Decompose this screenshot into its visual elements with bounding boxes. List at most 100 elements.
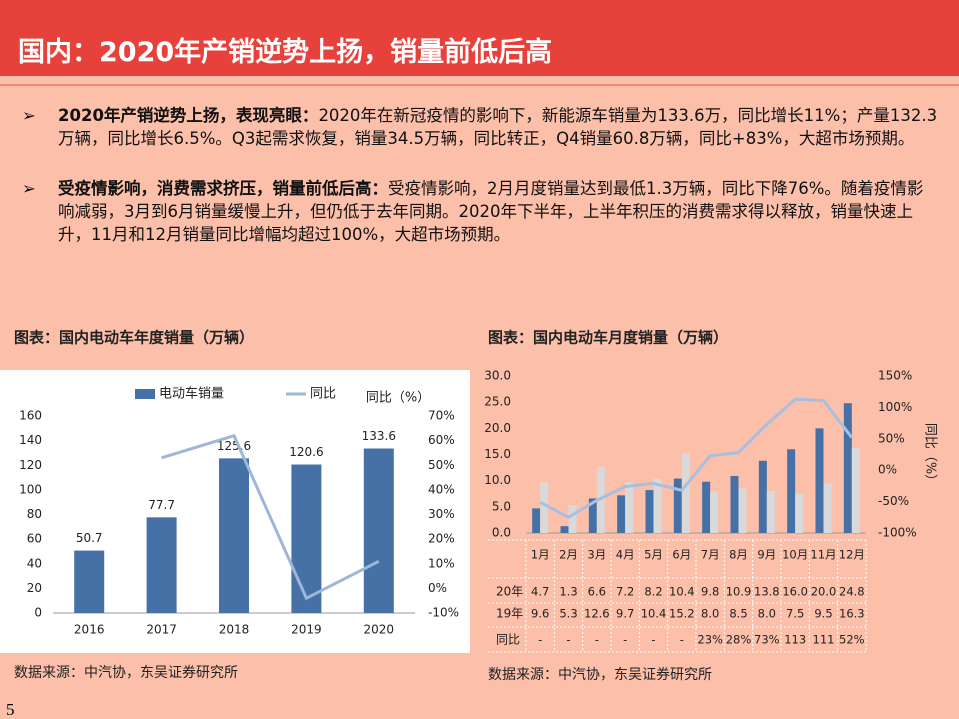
bar bbox=[146, 517, 177, 613]
x-tick-label: 1月 bbox=[531, 548, 550, 562]
bar bbox=[540, 482, 549, 533]
bar bbox=[758, 460, 767, 533]
data-label: 120.6 bbox=[289, 445, 323, 459]
x-tick-label: 2018 bbox=[219, 623, 250, 637]
bar bbox=[532, 508, 541, 533]
x-tick-label: 9月 bbox=[757, 548, 776, 562]
line bbox=[539, 397, 854, 520]
y2-tick-label: 0% bbox=[428, 581, 447, 595]
bar bbox=[795, 493, 804, 533]
table-cell: 8.5 bbox=[729, 607, 747, 621]
data-label: 50.7 bbox=[76, 531, 103, 545]
table-cell: 16.3 bbox=[839, 607, 865, 621]
y2-tick-label: 50% bbox=[428, 458, 455, 472]
bar bbox=[617, 495, 626, 533]
chart-title: 图表：国内电动车月度销量（万辆） bbox=[488, 329, 728, 347]
table-cell: 6.6 bbox=[588, 585, 606, 599]
y-tick-label: 140 bbox=[19, 433, 42, 447]
legend-label: 同比 bbox=[310, 387, 336, 402]
table-cell: - bbox=[595, 633, 599, 647]
table-cell: 113 bbox=[784, 633, 806, 647]
y2-tick-label: 150% bbox=[878, 369, 912, 383]
x-tick-label: 6月 bbox=[672, 548, 691, 562]
legend-label: 电动车销量 bbox=[159, 386, 224, 402]
y-tick-label: 15.0 bbox=[484, 447, 511, 461]
y2-tick-label: -50% bbox=[878, 494, 909, 508]
y-tick-label: 0.0 bbox=[492, 526, 511, 540]
y-tick-label: 120 bbox=[19, 458, 42, 472]
table-cell: 15.2 bbox=[669, 607, 695, 621]
table-cell: 5.3 bbox=[559, 607, 577, 621]
x-tick-label: 8月 bbox=[729, 548, 748, 562]
bar bbox=[588, 498, 597, 533]
row-label: 19年 bbox=[496, 607, 523, 621]
bar bbox=[363, 448, 394, 613]
table-cell: 24.8 bbox=[839, 585, 865, 599]
y2-tick-label: 30% bbox=[428, 507, 455, 521]
y2-tick-label: 40% bbox=[428, 482, 455, 496]
bar bbox=[625, 482, 634, 533]
y2-tick-label: 20% bbox=[428, 532, 455, 546]
y-tick-label: 25.0 bbox=[484, 395, 511, 409]
y2-tick-label: 10% bbox=[428, 556, 455, 570]
y-tick-label: 20 bbox=[27, 581, 42, 595]
table-cell: 73% bbox=[754, 633, 780, 647]
table-cell: 9.8 bbox=[701, 585, 719, 599]
chart-title: 图表：国内电动车年度销量（万辆） bbox=[14, 329, 254, 347]
table-cell: - bbox=[651, 633, 655, 647]
bar bbox=[851, 447, 860, 533]
y-tick-label: 160 bbox=[19, 409, 42, 423]
bar bbox=[291, 464, 322, 613]
legend-swatch bbox=[135, 389, 155, 399]
bullet-lead: 受疫情影响，消费需求挤压，销量前低后高： bbox=[58, 179, 388, 198]
y-tick-label: 30.0 bbox=[484, 369, 511, 383]
y-tick-label: 20.0 bbox=[484, 421, 511, 435]
table-cell: 10.4 bbox=[641, 607, 667, 621]
y-tick-label: 10.0 bbox=[484, 473, 511, 487]
chart-source: 数据来源：中汽协，东吴证券研究所 bbox=[488, 667, 712, 683]
bullet: 受疫情影响，消费需求挤压，销量前低后高：受疫情影响，2月月度销量达到最低1.3万… bbox=[22, 177, 938, 246]
y2-axis-label: 同比（%） bbox=[366, 391, 430, 406]
x-tick-label: 12月 bbox=[839, 548, 865, 562]
bar bbox=[843, 403, 852, 533]
table-cell: - bbox=[623, 633, 627, 647]
table-cell: 28% bbox=[726, 633, 752, 647]
slide-title: 国内：2020年产销逆势上扬，销量前低后高 bbox=[18, 37, 553, 68]
table-cell: 10.4 bbox=[669, 585, 695, 599]
table-cell: - bbox=[680, 633, 684, 647]
y-tick-label: 40 bbox=[27, 556, 42, 570]
table-cell: 4.7 bbox=[531, 585, 549, 599]
page-number: 5 bbox=[6, 700, 15, 719]
y-tick-label: 100 bbox=[19, 482, 42, 496]
y2-tick-label: 100% bbox=[878, 400, 912, 414]
x-tick-label: 2017 bbox=[146, 623, 177, 637]
row-label: 同比 bbox=[496, 633, 520, 647]
data-label: 125.6 bbox=[217, 439, 251, 453]
y-tick-label: 80 bbox=[27, 507, 42, 521]
x-tick-label: 2016 bbox=[74, 623, 105, 637]
x-tick-label: 2月 bbox=[559, 548, 578, 562]
x-tick-label: 7月 bbox=[701, 548, 720, 562]
table-cell: 52% bbox=[839, 633, 865, 647]
bar bbox=[219, 458, 249, 613]
bar bbox=[681, 453, 690, 533]
bar bbox=[702, 481, 711, 533]
bar bbox=[645, 490, 654, 533]
x-tick-label: 4月 bbox=[616, 548, 635, 562]
divider bbox=[0, 84, 959, 86]
table-cell: 16.0 bbox=[782, 585, 808, 599]
bullet-text: 受疫情影响，2月月度销量达到最低1.3万辆，同比下降76%。随着疫情影响减弱，3… bbox=[58, 179, 924, 244]
table-cell: 9.5 bbox=[814, 607, 832, 621]
y2-tick-label: 50% bbox=[878, 431, 905, 445]
y2-tick-label: 0% bbox=[878, 463, 897, 477]
data-label: 77.7 bbox=[148, 498, 175, 512]
y2-tick-label: 70% bbox=[428, 409, 455, 423]
table-cell: 8.0 bbox=[701, 607, 719, 621]
data-label: 133.6 bbox=[362, 429, 396, 443]
y-tick-label: 5.0 bbox=[492, 499, 511, 513]
header: 国内：2020年产销逆势上扬，销量前低后高 bbox=[0, 0, 959, 76]
x-tick-label: 5月 bbox=[644, 548, 663, 562]
table-cell: 8.2 bbox=[644, 585, 662, 599]
